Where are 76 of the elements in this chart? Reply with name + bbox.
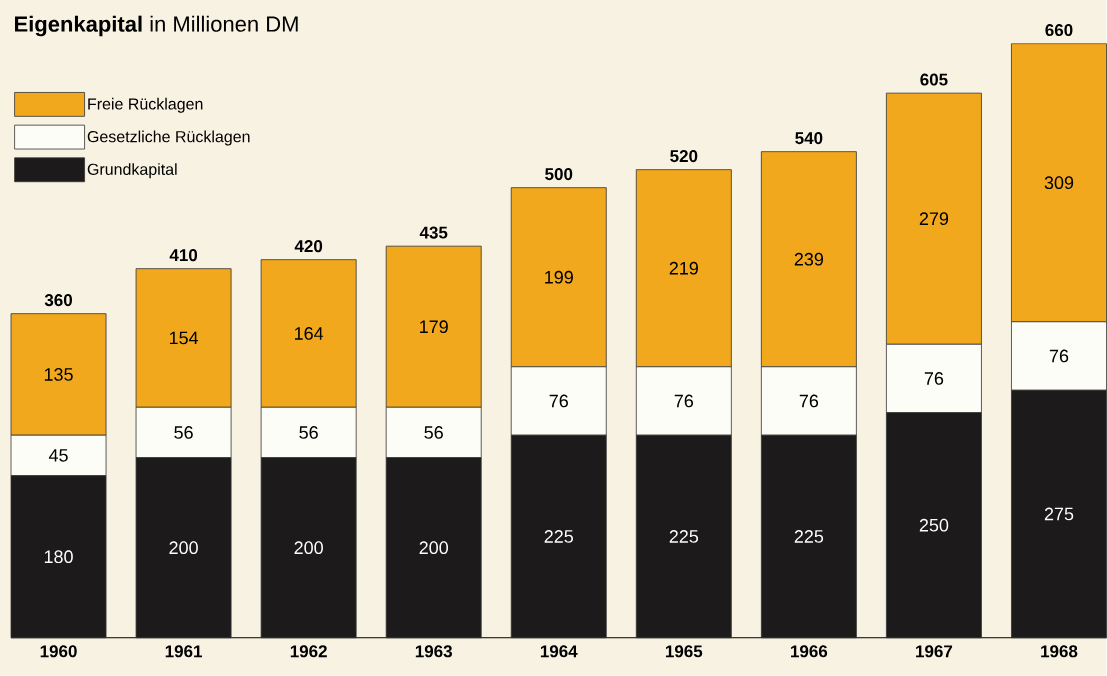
total-label: 360 bbox=[44, 294, 72, 307]
chart-title: Eigenkapital in Millionen DM bbox=[15, 15, 298, 37]
data-label: 56 bbox=[299, 426, 318, 440]
bar bbox=[385, 407, 482, 459]
data-label: 225 bbox=[794, 530, 824, 543]
x-tick-label: 1960 bbox=[40, 645, 77, 658]
total-label: 420 bbox=[294, 240, 323, 253]
bar bbox=[760, 151, 857, 368]
data-label: 76 bbox=[1049, 349, 1069, 363]
data-label: 56 bbox=[174, 426, 193, 440]
data-label: 225 bbox=[544, 530, 573, 543]
total-label: 605 bbox=[920, 73, 948, 86]
data-label: 45 bbox=[48, 449, 68, 462]
bar bbox=[1011, 389, 1107, 639]
x-tick-label: 1964 bbox=[540, 645, 578, 658]
data-label: 199 bbox=[545, 270, 573, 284]
x-tick-label: 1961 bbox=[165, 645, 203, 658]
x-tick-label: 1967 bbox=[916, 645, 953, 658]
x-tick-label: 1963 bbox=[415, 645, 452, 658]
total-label: 435 bbox=[419, 226, 448, 239]
data-label: 164 bbox=[294, 327, 324, 340]
bar bbox=[385, 245, 482, 408]
data-label: 135 bbox=[44, 368, 73, 381]
bar bbox=[635, 169, 732, 368]
data-label: 200 bbox=[169, 541, 198, 555]
bar bbox=[886, 92, 982, 345]
data-label: 76 bbox=[674, 394, 694, 408]
data-label: 250 bbox=[919, 518, 949, 532]
data-label: 239 bbox=[794, 252, 824, 266]
data-label: 180 bbox=[44, 550, 73, 564]
data-label: 179 bbox=[420, 320, 448, 334]
data-label: 56 bbox=[424, 426, 443, 440]
bar bbox=[10, 434, 107, 477]
bar bbox=[886, 412, 982, 639]
data-label: 76 bbox=[799, 394, 819, 408]
bar bbox=[1011, 43, 1107, 323]
bar bbox=[260, 457, 357, 639]
total-label: 540 bbox=[795, 132, 823, 145]
bar bbox=[10, 313, 107, 436]
bar bbox=[510, 366, 607, 436]
data-label: 200 bbox=[419, 541, 449, 555]
bar bbox=[510, 434, 607, 639]
total-label: 410 bbox=[169, 249, 198, 262]
bar bbox=[760, 434, 857, 639]
data-label: 200 bbox=[294, 541, 323, 555]
data-label: 309 bbox=[1044, 176, 1074, 190]
x-tick-label: 1968 bbox=[1041, 645, 1078, 658]
x-tick-label: 1965 bbox=[665, 645, 703, 658]
bar bbox=[135, 457, 232, 639]
total-label: 660 bbox=[1045, 24, 1073, 37]
data-label: 219 bbox=[669, 261, 698, 275]
bar bbox=[260, 407, 357, 459]
x-tick-label: 1962 bbox=[290, 645, 327, 658]
bar bbox=[135, 407, 232, 459]
bar bbox=[260, 259, 357, 408]
bar bbox=[635, 434, 732, 639]
legend-label: Gesetzliche Rücklagen bbox=[87, 130, 250, 146]
bar bbox=[510, 187, 607, 368]
legend-label: Grundkapital bbox=[87, 163, 177, 179]
bar bbox=[1011, 321, 1107, 391]
total-label: 500 bbox=[545, 168, 573, 181]
data-label: 154 bbox=[169, 331, 199, 345]
bar bbox=[135, 268, 232, 408]
bar bbox=[10, 475, 107, 639]
data-label: 76 bbox=[549, 394, 568, 408]
bar bbox=[385, 457, 482, 639]
data-label: 225 bbox=[669, 530, 699, 543]
x-tick-label: 1966 bbox=[791, 645, 828, 658]
data-label: 279 bbox=[919, 212, 949, 226]
bar bbox=[886, 344, 982, 414]
data-label: 76 bbox=[924, 372, 944, 385]
bar bbox=[760, 366, 857, 436]
data-label: 275 bbox=[1044, 507, 1074, 521]
bar bbox=[635, 366, 732, 436]
total-label: 520 bbox=[670, 150, 698, 163]
legend-label: Freie Rücklagen bbox=[88, 98, 203, 113]
